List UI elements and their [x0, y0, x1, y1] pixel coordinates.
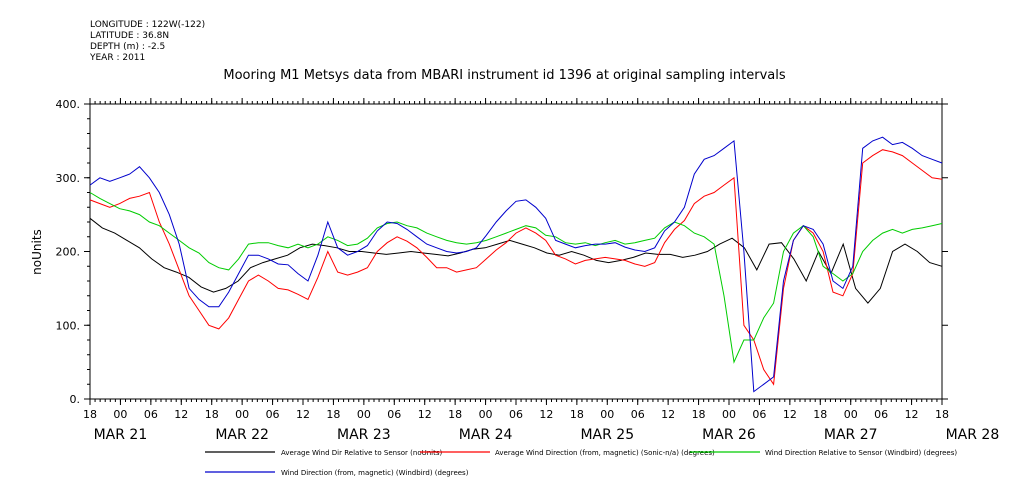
y-tick-label: 200. — [56, 246, 81, 259]
series-line-1 — [89, 217, 943, 304]
legend-label-4: Wind Direction (from, magnetic) (Windbir… — [281, 469, 469, 477]
day-label: MAR 23 — [337, 427, 391, 443]
meta-latitude: LATITUDE : 36.8N — [90, 31, 170, 41]
x-tick-label: 00 — [113, 408, 127, 421]
x-tick-label: 06 — [387, 408, 401, 421]
x-tick-label: 00 — [600, 408, 614, 421]
metadata-block: LONGITUDE : 122W(-122) LATITUDE : 36.8N … — [90, 20, 205, 64]
x-tick-label: 18 — [205, 408, 219, 421]
x-tick-label: 12 — [539, 408, 553, 421]
meta-year: YEAR : 2011 — [90, 53, 146, 63]
x-tick-label: 00 — [722, 408, 736, 421]
meta-longitude: LONGITUDE : 122W(-122) — [90, 20, 206, 30]
day-label: MAR 26 — [702, 427, 756, 443]
legend-label-1: Average Wind Dir Relative to Sensor (noU… — [281, 449, 442, 457]
day-label: MAR 22 — [215, 427, 269, 443]
x-tick-label: 12 — [296, 408, 310, 421]
y-tick-label: 100. — [56, 319, 81, 332]
x-tick-label: 00 — [357, 408, 371, 421]
x-tick-label: 12 — [783, 408, 797, 421]
day-label: MAR 28 — [946, 427, 1000, 443]
x-tick-label: 06 — [509, 408, 523, 421]
x-tick-label: 12 — [174, 408, 188, 421]
x-tick-label: 00 — [235, 408, 249, 421]
x-tick-label: 06 — [144, 408, 158, 421]
x-tick-label: 18 — [83, 408, 97, 421]
x-tick-label: 06 — [266, 408, 280, 421]
x-tick-label: 06 — [631, 408, 645, 421]
x-tick-label: 18 — [570, 408, 584, 421]
y-axis-label: noUnits — [30, 229, 44, 275]
x-tick-label: 18 — [448, 408, 462, 421]
x-tick-label: 12 — [661, 408, 675, 421]
x-tick-label: 18 — [326, 408, 340, 421]
series-line-3 — [89, 192, 943, 364]
plot-frame — [89, 103, 943, 400]
y-tick-label: 400. — [56, 98, 81, 111]
x-tick-label: 06 — [874, 408, 888, 421]
x-tick-label: 00 — [479, 408, 493, 421]
series-line-4 — [89, 136, 943, 393]
meta-depth: DEPTH (m) : -2.5 — [90, 42, 166, 52]
legend-label-3: Wind Direction Relative to Sensor (Windb… — [765, 449, 957, 457]
day-label: MAR 24 — [459, 427, 513, 443]
x-tick-label: 12 — [905, 408, 919, 421]
y-tick-label: 300. — [56, 172, 81, 185]
chart-title: Mooring M1 Metsys data from MBARI instru… — [223, 68, 786, 83]
x-tick-label: 18 — [935, 408, 949, 421]
legend-label-2: Average Wind Direction (from, magnetic) … — [495, 449, 715, 457]
y-tick-label: 0. — [70, 393, 81, 406]
x-tick-label: 18 — [813, 408, 827, 421]
day-label: MAR 27 — [824, 427, 878, 443]
x-tick-label: 06 — [752, 408, 766, 421]
x-tick-label: 18 — [692, 408, 706, 421]
x-tick-label: 00 — [844, 408, 858, 421]
day-label: MAR 21 — [94, 427, 148, 443]
x-tick-label: 12 — [418, 408, 432, 421]
day-label: MAR 25 — [580, 427, 634, 443]
